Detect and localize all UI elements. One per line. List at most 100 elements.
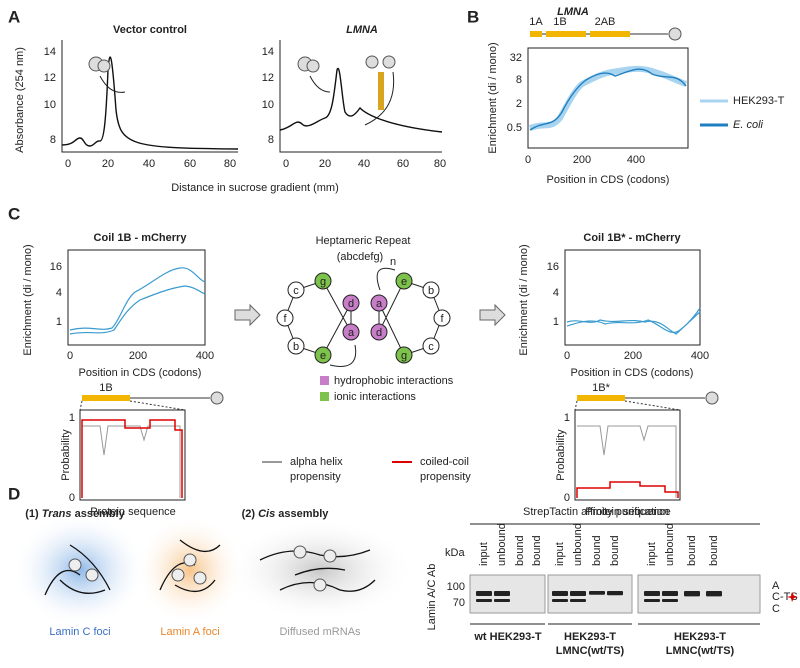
band-label: A bbox=[772, 580, 780, 592]
domain-maps bbox=[79, 391, 719, 411]
band-label: C-TS bbox=[772, 591, 798, 603]
trace bbox=[577, 425, 677, 498]
residue bbox=[287, 337, 305, 355]
legend-label: hydrophobic interactions bbox=[334, 375, 454, 387]
trace bbox=[528, 65, 688, 131]
x-tick-label: 200 bbox=[624, 350, 642, 362]
y-tick-label: 1 bbox=[69, 412, 75, 424]
y-label: Enrichment (di / mono) bbox=[22, 244, 34, 355]
domain bbox=[590, 31, 630, 37]
foci-label: Lamin A foci bbox=[160, 626, 219, 638]
lane-label: unbound bbox=[664, 523, 676, 566]
lane-label: bound bbox=[531, 535, 543, 566]
x-tick-label: 80 bbox=[224, 158, 236, 170]
band bbox=[552, 599, 568, 602]
residue-label: d bbox=[376, 327, 382, 339]
y-tick-label: 1 bbox=[564, 412, 570, 424]
legend-label: propensity bbox=[290, 471, 341, 483]
star bbox=[787, 592, 798, 602]
plot-frame bbox=[79, 409, 186, 501]
x-tick-label: 60 bbox=[184, 158, 196, 170]
band bbox=[476, 599, 492, 602]
band bbox=[570, 591, 586, 596]
plot-frame bbox=[574, 409, 681, 501]
band bbox=[684, 591, 700, 597]
arrow bbox=[329, 267, 396, 367]
domain bbox=[546, 31, 586, 37]
residue bbox=[370, 294, 388, 312]
ribosome-icons bbox=[68, 545, 337, 592]
y-label: Probability bbox=[555, 429, 567, 481]
lane-label: input bbox=[554, 542, 566, 566]
heading-part: (1) bbox=[25, 508, 42, 520]
x-tick-label: 40 bbox=[143, 158, 155, 170]
band bbox=[552, 591, 568, 596]
panel-letter: A bbox=[8, 7, 20, 26]
residue-label: f bbox=[440, 313, 444, 325]
residue bbox=[395, 346, 413, 364]
blot-title: StrepTactin affinity purification bbox=[523, 506, 669, 518]
trace bbox=[279, 67, 443, 133]
foci bbox=[135, 515, 245, 625]
trace bbox=[81, 419, 183, 498]
domain-label: 1B bbox=[553, 16, 566, 28]
lane-label: input bbox=[646, 542, 658, 566]
plot-title: Vector control bbox=[113, 24, 187, 36]
residue-label: a bbox=[376, 298, 383, 310]
y-tick-label: 16 bbox=[50, 261, 62, 273]
x-tick-label: 40 bbox=[358, 158, 370, 170]
band bbox=[589, 591, 605, 595]
domain-label: 1B bbox=[99, 382, 112, 394]
domain-label: 1B* bbox=[592, 382, 610, 394]
x-tick-label: 0 bbox=[283, 158, 289, 170]
x-label: Position in CDS (codons) bbox=[547, 174, 670, 186]
trace bbox=[566, 311, 701, 333]
kda-label: kDa bbox=[445, 547, 465, 559]
y-tick-label: 16 bbox=[547, 261, 559, 273]
residue-label: g bbox=[401, 350, 407, 362]
repeat-title: Heptameric Repeat bbox=[316, 235, 411, 247]
legend-label: coiled-coil bbox=[420, 456, 469, 468]
lane-label: bound bbox=[514, 535, 526, 566]
plot-title: LMNA bbox=[557, 6, 589, 18]
trace bbox=[61, 56, 239, 150]
plot-title: Coil 1B - mCherry bbox=[94, 232, 188, 244]
y-label: Enrichment (di / mono) bbox=[487, 42, 499, 153]
y-tick-label: 1 bbox=[56, 316, 62, 328]
x-tick-label: 80 bbox=[434, 158, 446, 170]
x-label: Protein sequence bbox=[585, 506, 671, 518]
arrow bbox=[99, 71, 395, 126]
band bbox=[607, 591, 623, 596]
residue-label: b bbox=[293, 341, 299, 353]
y-tick-label: 8 bbox=[50, 134, 56, 146]
arrow bbox=[234, 303, 506, 327]
residue bbox=[314, 272, 332, 290]
y-tick-label: 12 bbox=[44, 72, 56, 84]
antibody-label: Lamin A/C Ab bbox=[426, 564, 438, 631]
helical-wheels: g c f b e d a e b f c g a d bbox=[276, 267, 451, 367]
residue bbox=[422, 281, 440, 299]
x-label: Protein sequence bbox=[90, 506, 176, 518]
trace bbox=[69, 285, 206, 335]
x-tick-label: 200 bbox=[129, 350, 147, 362]
y-tick-label: 14 bbox=[44, 46, 56, 58]
residue bbox=[276, 309, 294, 327]
legend-label: propensity bbox=[420, 471, 471, 483]
residue bbox=[422, 337, 440, 355]
group-label: HEK293-T bbox=[674, 631, 726, 643]
y-tick-label: 10 bbox=[262, 99, 274, 111]
x-tick-label: 0 bbox=[525, 154, 531, 166]
y-tick-label: 4 bbox=[56, 287, 62, 299]
y-tick-label: 0 bbox=[564, 492, 570, 504]
mrna-icons bbox=[44, 539, 376, 596]
band bbox=[494, 591, 510, 596]
y-tick-label: 8 bbox=[516, 74, 522, 86]
band bbox=[570, 599, 586, 602]
band bbox=[662, 599, 678, 602]
lane-label: bound bbox=[591, 535, 603, 566]
band bbox=[494, 599, 510, 602]
y-tick-label: 0.5 bbox=[507, 122, 522, 134]
residue bbox=[342, 323, 360, 341]
residue-label: e bbox=[401, 276, 407, 288]
